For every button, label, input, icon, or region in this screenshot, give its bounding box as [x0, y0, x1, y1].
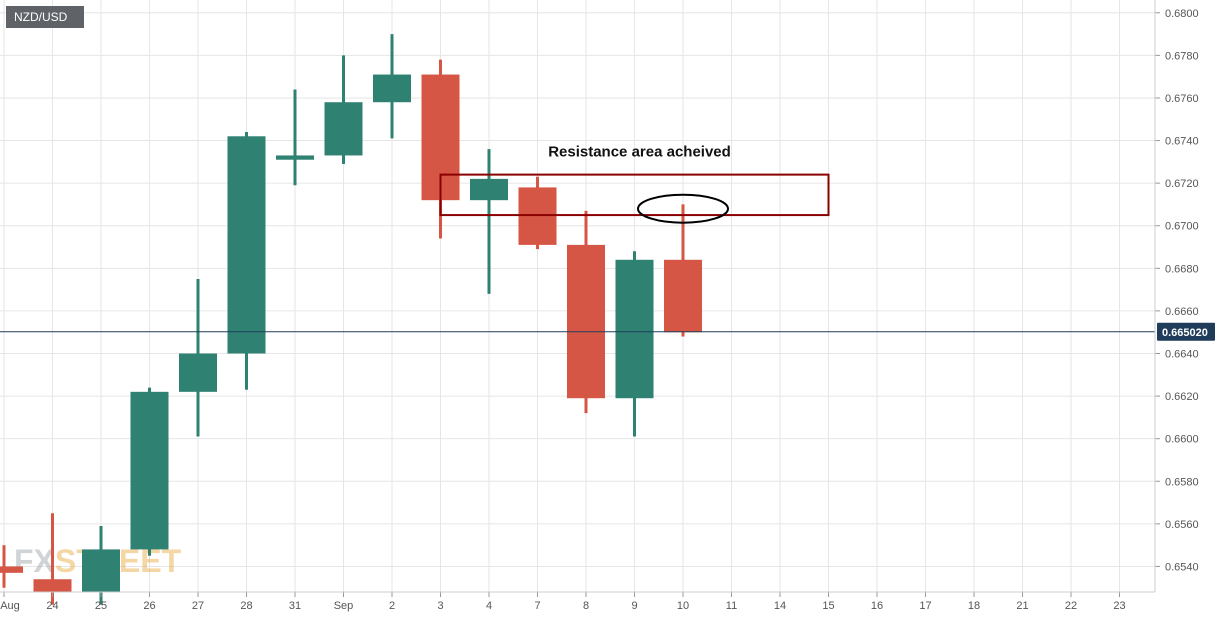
highlight-ellipse [637, 193, 729, 224]
resistance-label: Resistance area acheived [548, 144, 731, 161]
y-tick-label: 0.6700 [1165, 221, 1199, 233]
candle [615, 251, 654, 437]
y-tick-label: 0.6560 [1165, 519, 1199, 531]
candle [227, 132, 266, 390]
candle [664, 204, 702, 337]
x-tick-label: 9 [631, 600, 637, 612]
x-tick-label: 7 [534, 600, 540, 612]
x-tick-label: 25 [95, 600, 107, 612]
y-tick-label: 0.6540 [1165, 561, 1199, 573]
x-tick-label: Sep [334, 600, 354, 612]
candle-body [373, 74, 411, 103]
candle-body [615, 259, 654, 399]
x-tick-label: 15 [822, 600, 834, 612]
y-tick-label: 0.6680 [1165, 263, 1199, 275]
candle [470, 149, 508, 294]
x-tick-label: Aug [0, 600, 20, 612]
x-tick-label: 21 [1016, 600, 1028, 612]
candle-body [179, 353, 217, 392]
candles [0, 34, 702, 605]
x-tick-label: 22 [1065, 600, 1077, 612]
x-tick-label: 28 [240, 600, 252, 612]
candle-body [33, 579, 72, 592]
current-price-label: 0.665020 [1162, 327, 1208, 339]
candle [130, 387, 169, 556]
x-tick-label: 2 [389, 600, 395, 612]
x-tick-label: 11 [726, 600, 737, 612]
candle [373, 34, 411, 139]
current-price-badge [1157, 322, 1215, 341]
candle-body [518, 187, 557, 245]
x-tick-label: 4 [486, 600, 492, 612]
current-price-line: 0.665020 [0, 322, 1215, 341]
candle-body [470, 178, 508, 201]
y-tick-label: 0.6780 [1165, 50, 1199, 62]
y-tick-label: 0.6720 [1165, 178, 1199, 190]
y-tick-label: 0.6800 [1165, 8, 1199, 20]
candle-body [0, 566, 23, 573]
symbol-badge: NZD/USD [6, 6, 84, 28]
candle-body [130, 391, 169, 550]
y-tick-label: 0.6600 [1165, 434, 1199, 446]
x-axis: Aug 24 25 26 27 28 31 Sep 2 3 4 7 8 9 10 11 14 15 16 17 18 21… [0, 591, 1155, 612]
candle [324, 55, 363, 164]
x-tick-label: 23 [1113, 600, 1125, 612]
x-tick-label: 26 [143, 600, 155, 612]
candle [33, 513, 72, 605]
candle [179, 278, 217, 437]
x-tick-label: 18 [968, 600, 980, 612]
x-tick-label: 3 [437, 600, 443, 612]
x-tick-label: 16 [871, 600, 883, 612]
y-tick-label: 0.6760 [1165, 93, 1199, 105]
y-tick-label: 0.6660 [1165, 306, 1199, 318]
resistance-zone-box [439, 173, 830, 217]
y-axis: 0.6540 0.6560 0.6580 0.6600 0.6620 0.6640 0.66… [1154, 0, 1199, 592]
candle [0, 545, 23, 588]
candle-body [276, 155, 314, 160]
candle-body [82, 549, 120, 592]
x-tick-label: 31 [289, 600, 301, 612]
y-tick-label: 0.6640 [1165, 348, 1199, 360]
candle-body [324, 102, 363, 156]
candle-body [227, 136, 266, 354]
x-tick-label: 27 [192, 600, 204, 612]
grid-lines [0, 0, 1155, 592]
x-tick-label: 17 [919, 600, 931, 612]
x-tick-label: 24 [46, 600, 58, 612]
candle-body [664, 259, 702, 333]
y-tick-label: 0.6580 [1165, 476, 1199, 488]
candle [276, 89, 314, 186]
candle-body [567, 244, 605, 399]
x-tick-label: 14 [774, 600, 786, 612]
x-tick-label: 8 [583, 600, 589, 612]
candle [567, 210, 605, 414]
candle [518, 176, 557, 250]
annotations: Resistance area acheived [439, 144, 830, 224]
y-tick-label: 0.6620 [1165, 391, 1199, 403]
y-tick-label: 0.6740 [1165, 136, 1199, 148]
x-tick-label: 10 [677, 600, 689, 612]
